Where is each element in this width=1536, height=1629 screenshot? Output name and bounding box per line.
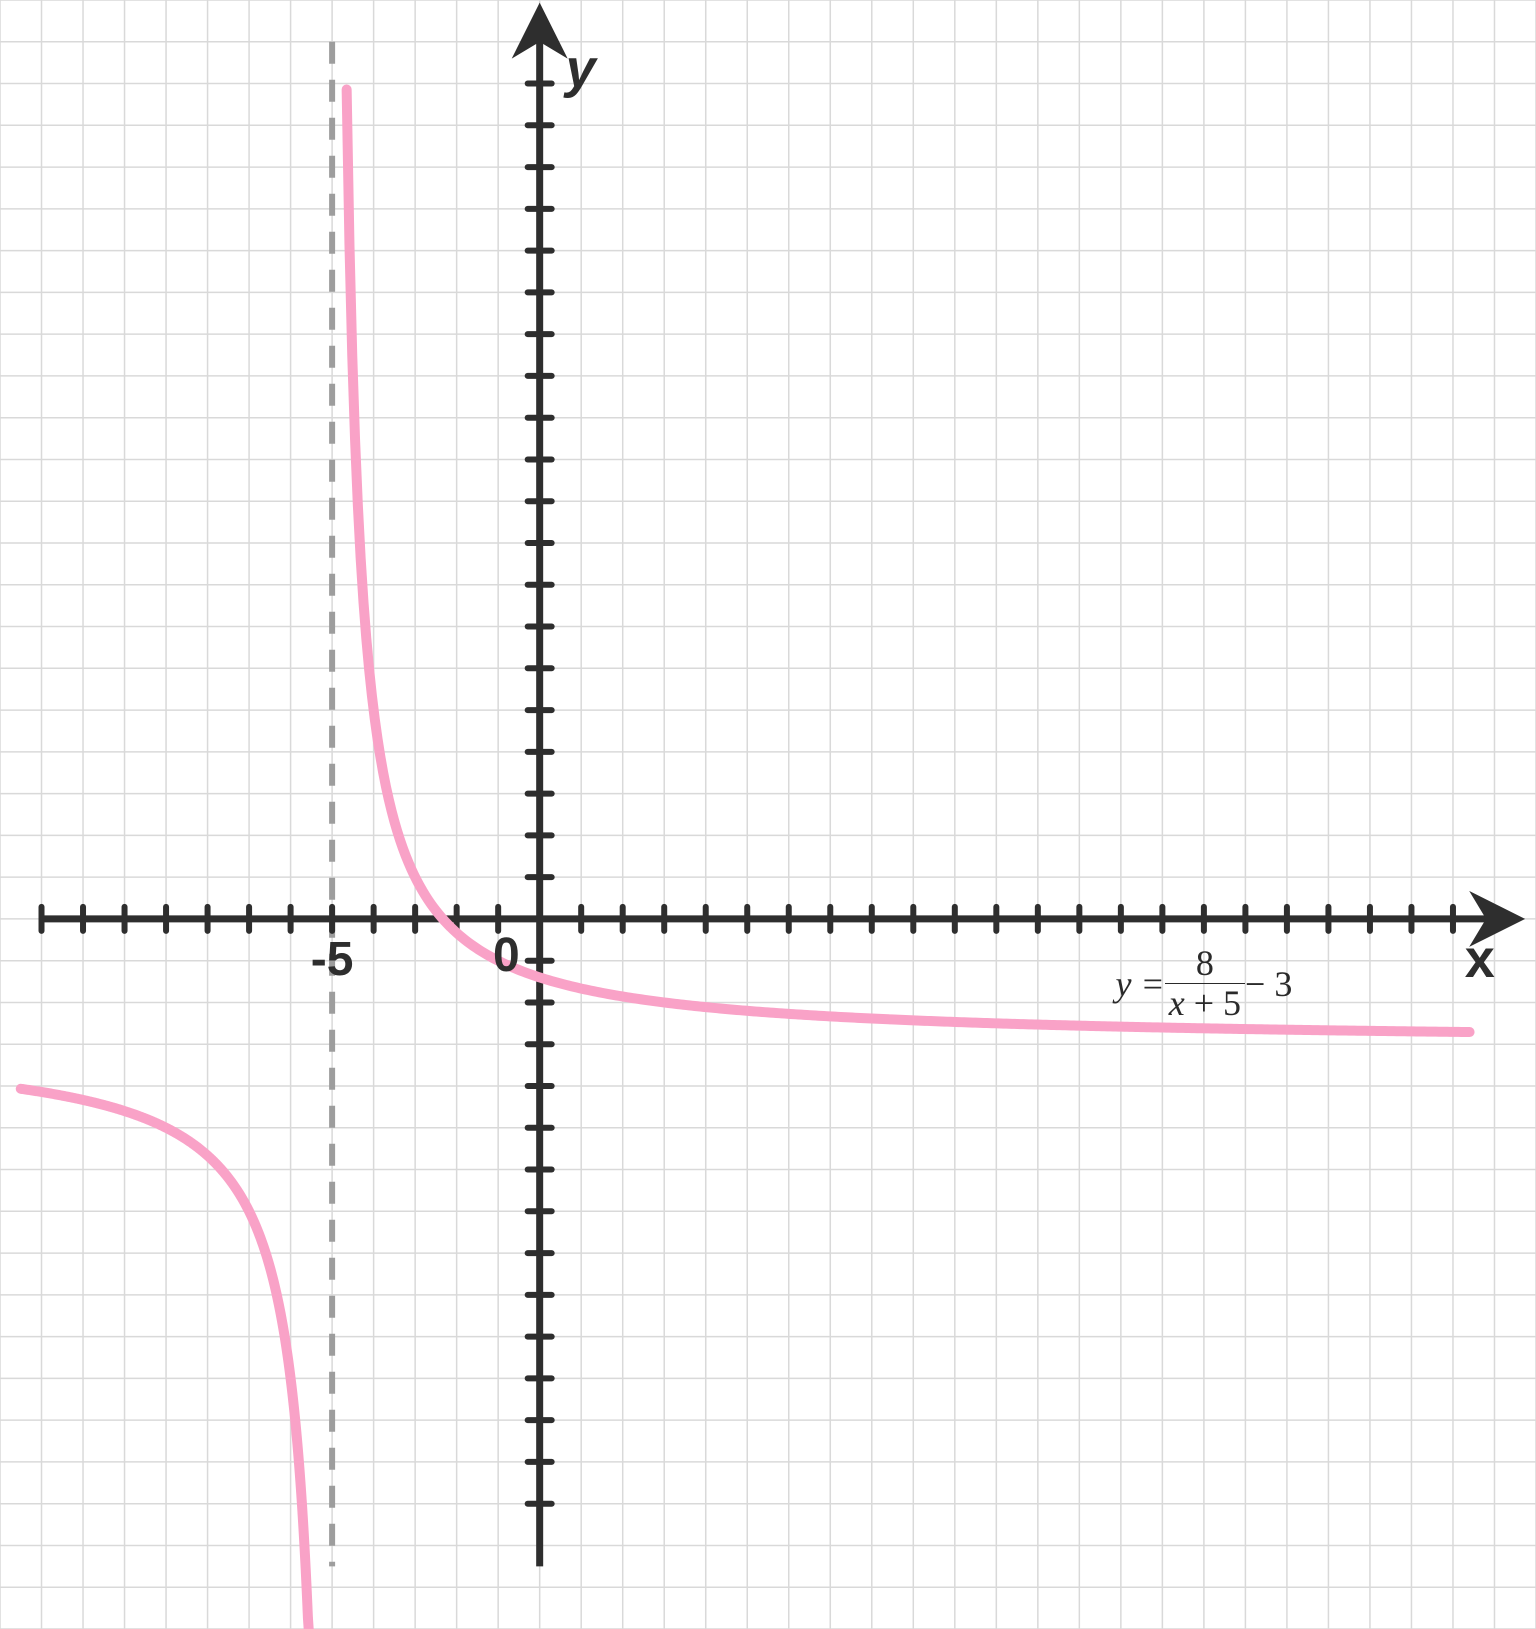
plot-background [0, 0, 1536, 1629]
x-axis-label: x [1465, 929, 1495, 989]
equation-label: y = 8x + 5 − 3 [1024, 939, 1384, 1029]
equation-fraction: 8x + 5 [1165, 944, 1245, 1024]
origin-label: 0 [493, 929, 520, 982]
asymptote-tick-label: -5 [311, 933, 354, 986]
equation-denominator: x + 5 [1165, 984, 1245, 1024]
equation-suffix: − 3 [1245, 963, 1292, 1005]
equation-prefix: y = [1115, 963, 1164, 1005]
equation-numerator: 8 [1165, 944, 1245, 985]
function-plot: y x 0 -5 y = 8x + 5 − 3 [0, 0, 1536, 1629]
y-axis-label: y [563, 39, 599, 99]
plot-svg: y x 0 -5 y = 8x + 5 − 3 [0, 0, 1536, 1629]
